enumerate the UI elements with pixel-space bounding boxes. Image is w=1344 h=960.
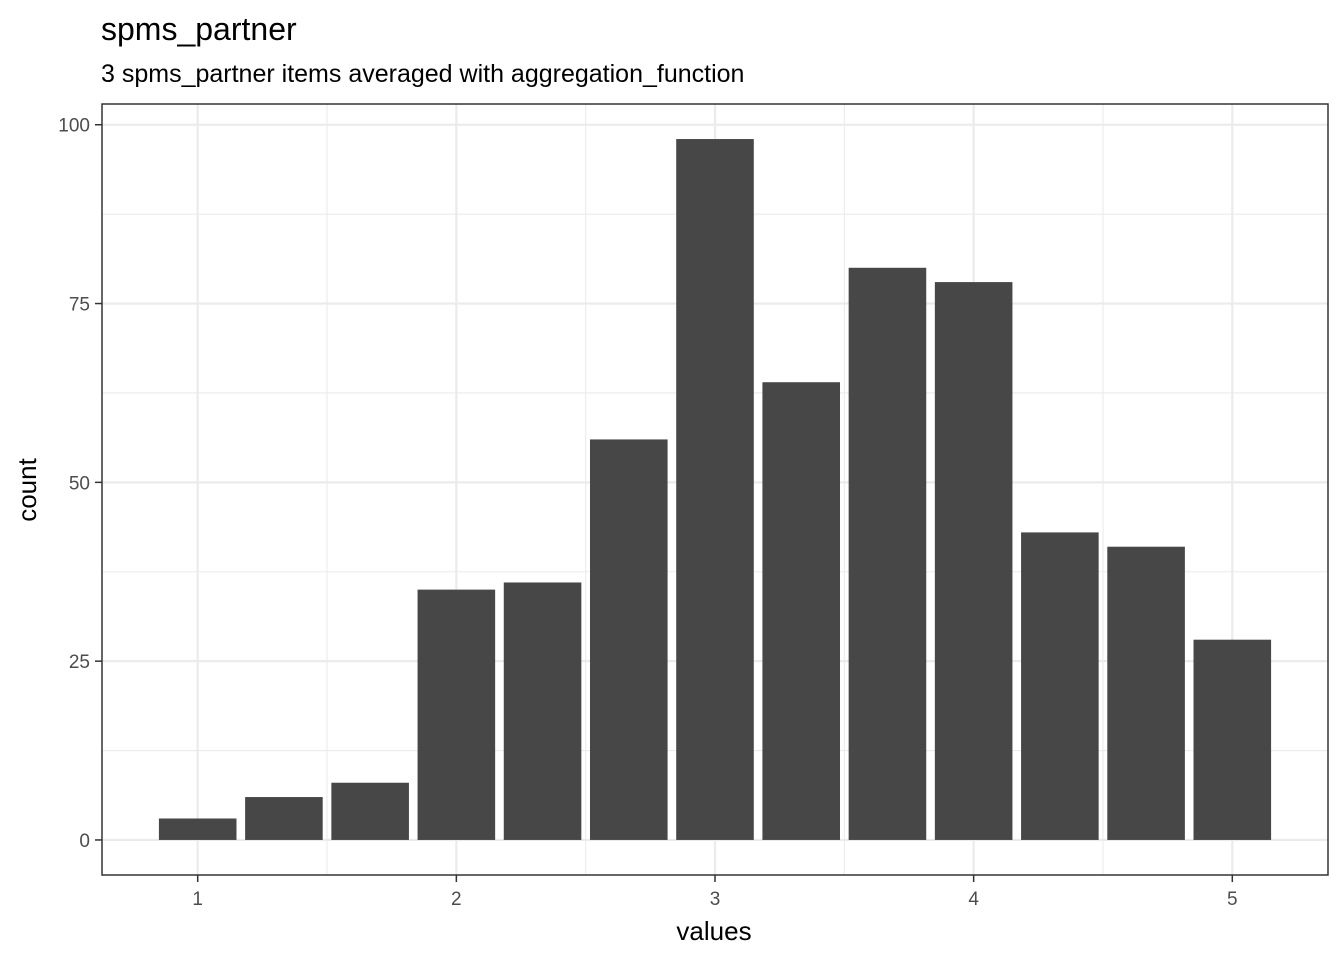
histogram-bar: [848, 267, 927, 840]
histogram-bar: [1193, 639, 1272, 840]
y-tick-label: 25: [69, 652, 90, 673]
x-axis: 1 2 3 4 5: [192, 875, 1238, 910]
histogram-bar: [158, 818, 237, 840]
x-tick-label: 5: [1227, 889, 1238, 910]
bars: [158, 139, 1272, 840]
histogram-bar: [589, 439, 668, 840]
histogram-bar: [503, 582, 582, 840]
chart-title: spms_partner: [101, 11, 297, 47]
histogram-bar: [676, 139, 754, 840]
y-axis-title: count: [12, 457, 42, 521]
histogram-bar: [934, 282, 1013, 840]
x-tick-label: 1: [192, 889, 203, 910]
x-axis-title: values: [676, 916, 751, 946]
y-axis: 0 25 50 75 100: [58, 116, 102, 852]
y-tick-label: 0: [79, 831, 90, 852]
histogram-bar: [762, 382, 841, 840]
y-tick-label: 50: [69, 473, 90, 494]
chart-subtitle: 3 spms_partner items averaged with aggre…: [101, 60, 744, 88]
x-tick-label: 4: [968, 889, 979, 910]
histogram-bar: [417, 589, 496, 840]
x-tick-label: 3: [710, 889, 721, 910]
histogram-bar: [245, 797, 323, 840]
y-tick-label: 100: [58, 116, 90, 137]
x-tick-label: 2: [451, 889, 462, 910]
histogram-bar: [331, 782, 409, 840]
histogram-bar: [1021, 532, 1099, 840]
histogram-bar: [1107, 546, 1185, 840]
y-tick-label: 75: [69, 295, 90, 316]
